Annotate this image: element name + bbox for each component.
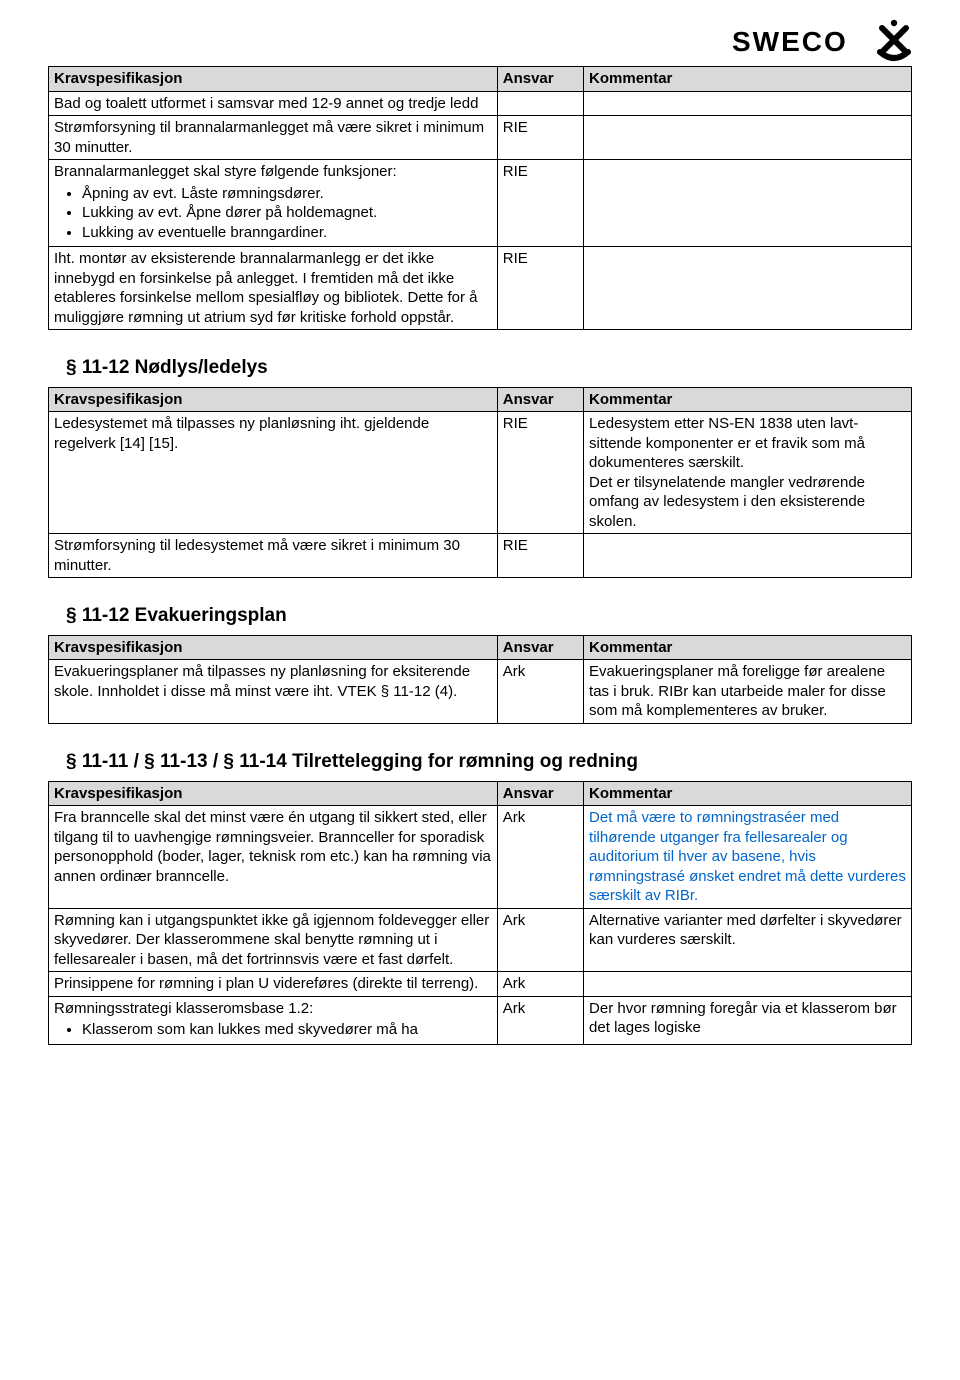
cell-ansvar: RIE [497,534,583,578]
cell-ansvar: RIE [497,247,583,330]
cell-krav: Brannalarmanlegget skal styre følgende f… [49,160,498,247]
cell-krav: Fra branncelle skal det minst være én ut… [49,806,498,909]
cell-kommentar: Alternative varianter med dørfelter i sk… [584,908,912,972]
cell-krav: Prinsippene for rømning i plan U videref… [49,972,498,997]
sweco-logo: SWECO [732,18,912,68]
krav-intro: Brannalarmanlegget skal styre følgende f… [54,163,397,180]
cell-krav: Evakueringsplaner må tilpasses ny planlø… [49,660,498,724]
bullet-item: Åpning av evt. Låste rømningsdører. [82,184,492,204]
table-section2: Kravspesifikasjon Ansvar Kommentar Ledes… [48,387,912,579]
cell-ansvar: Ark [497,806,583,909]
col-ansvar: Ansvar [497,387,583,412]
heading-tilrettelegging: § 11-11 / § 11-13 / § 11-14 Tilrettelegg… [66,750,912,775]
cell-ansvar [497,91,583,116]
cell-ansvar: Ark [497,996,583,1044]
cell-kommentar [584,972,912,997]
cell-krav: Strømforsyning til ledesystemet må være … [49,534,498,578]
cell-kommentar [584,534,912,578]
cell-krav: Strømforsyning til brannalarmanlegget må… [49,116,498,160]
bullet-list: Åpning av evt. Låste rømningsdører. Lukk… [54,184,492,243]
cell-krav: Rømningsstrategi klasseromsbase 1.2: Kla… [49,996,498,1044]
col-kommentar: Kommentar [584,781,912,806]
col-ansvar: Ansvar [497,781,583,806]
logo-mark-icon [880,20,908,58]
cell-ansvar: RIE [497,116,583,160]
cell-krav: Iht. montør av eksisterende brannalarman… [49,247,498,330]
cell-kommentar [584,91,912,116]
heading-nodlys: § 11-12 Nødlys/ledelys [66,356,912,381]
bullet-item: Klasserom som kan lukkes med skyvedører … [82,1020,492,1040]
table-section3: Kravspesifikasjon Ansvar Kommentar Evaku… [48,635,912,724]
table-row: Strømforsyning til brannalarmanlegget må… [49,116,912,160]
cell-kommentar: Evakueringsplaner må foreligge før areal… [584,660,912,724]
col-kommentar: Kommentar [584,635,912,660]
cell-kommentar [584,247,912,330]
table-row: Bad og toalett utformet i samsvar med 12… [49,91,912,116]
cell-krav: Rømning kan i utgangspunktet ikke gå igj… [49,908,498,972]
table-section4: Kravspesifikasjon Ansvar Kommentar Fra b… [48,781,912,1045]
table-row: Evakueringsplaner må tilpasses ny planlø… [49,660,912,724]
bullet-item: Lukking av evt. Åpne dører på holdemagne… [82,203,492,223]
cell-krav: Bad og toalett utformet i samsvar med 12… [49,91,498,116]
table-row: Iht. montør av eksisterende brannalarman… [49,247,912,330]
table-header-row: Kravspesifikasjon Ansvar Kommentar [49,781,912,806]
table-row: Fra branncelle skal det minst være én ut… [49,806,912,909]
cell-kommentar [584,116,912,160]
table-row: Rømningsstrategi klasseromsbase 1.2: Kla… [49,996,912,1044]
table-row: Rømning kan i utgangspunktet ikke gå igj… [49,908,912,972]
col-kravspesifikasjon: Kravspesifikasjon [49,387,498,412]
cell-ansvar: Ark [497,660,583,724]
col-kravspesifikasjon: Kravspesifikasjon [49,781,498,806]
table-header-row: Kravspesifikasjon Ansvar Kommentar [49,67,912,92]
cell-ansvar: Ark [497,972,583,997]
bullet-item: Lukking av eventuelle branngardiner. [82,223,492,243]
cell-kommentar: Der hvor rømning foregår via et klassero… [584,996,912,1044]
table-row: Ledesystemet må tilpasses ny planløsning… [49,412,912,534]
table-section1: Kravspesifikasjon Ansvar Kommentar Bad o… [48,66,912,330]
table-header-row: Kravspesifikasjon Ansvar Kommentar [49,387,912,412]
cell-kommentar: Ledesystem etter NS-EN 1838 uten lavt-si… [584,412,912,534]
col-ansvar: Ansvar [497,67,583,92]
table-row: Brannalarmanlegget skal styre følgende f… [49,160,912,247]
col-kravspesifikasjon: Kravspesifikasjon [49,67,498,92]
col-kommentar: Kommentar [584,67,912,92]
heading-evakueringsplan: § 11-12 Evakueringsplan [66,604,912,629]
col-ansvar: Ansvar [497,635,583,660]
table-row: Prinsippene for rømning i plan U videref… [49,972,912,997]
col-kravspesifikasjon: Kravspesifikasjon [49,635,498,660]
krav-intro: Rømningsstrategi klasseromsbase 1.2: [54,1000,313,1017]
table-row: Strømforsyning til ledesystemet må være … [49,534,912,578]
bullet-list: Klasserom som kan lukkes med skyvedører … [54,1020,492,1040]
cell-ansvar: Ark [497,908,583,972]
cell-ansvar: RIE [497,160,583,247]
cell-kommentar-blue: Det må være to rømningstraséer med tilhø… [584,806,912,909]
table-header-row: Kravspesifikasjon Ansvar Kommentar [49,635,912,660]
cell-kommentar [584,160,912,247]
cell-krav: Ledesystemet må tilpasses ny planløsning… [49,412,498,534]
col-kommentar: Kommentar [584,387,912,412]
cell-ansvar: RIE [497,412,583,534]
logo-text: SWECO [732,26,848,57]
